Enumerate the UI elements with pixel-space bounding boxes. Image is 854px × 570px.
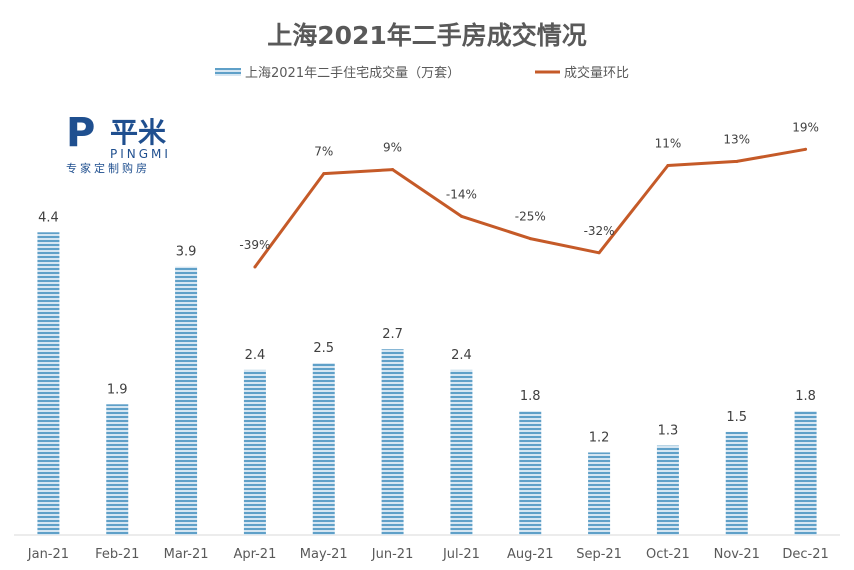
bar-value-label: 1.5 <box>726 410 747 425</box>
line-point <box>528 237 532 241</box>
bar-value-label: 1.9 <box>107 382 128 397</box>
bar-value-label: 1.8 <box>795 389 816 404</box>
bar-value-label: 2.5 <box>313 341 334 356</box>
bar-value-label: 1.2 <box>589 430 610 445</box>
line-value-label: 7% <box>314 145 333 159</box>
x-tick-label: Dec-21 <box>782 547 828 562</box>
line-value-label: 13% <box>723 132 750 146</box>
bar <box>37 232 60 535</box>
bar-value-label: 2.4 <box>245 348 266 363</box>
bar <box>725 431 748 535</box>
line-path <box>253 147 806 268</box>
x-tick-label: Sep-21 <box>576 547 622 562</box>
bar-value-label: 1.8 <box>520 389 541 404</box>
bar <box>794 411 817 535</box>
bar-series <box>37 232 817 535</box>
x-tick-label: Aug-21 <box>507 547 554 562</box>
bar <box>175 266 198 535</box>
bar-value-label: 2.7 <box>382 327 403 342</box>
line-point <box>322 172 326 176</box>
bar <box>450 369 473 535</box>
line-value-label: -25% <box>515 210 546 224</box>
x-tick-label: Jun-21 <box>371 547 414 562</box>
x-tick-label: Mar-21 <box>164 547 209 562</box>
bar <box>381 349 404 535</box>
line-value-label: -32% <box>584 224 615 238</box>
x-tick-label: Jul-21 <box>442 547 480 562</box>
bar <box>656 445 679 535</box>
line-value-label: 19% <box>792 120 819 134</box>
x-tick-label: Apr-21 <box>233 547 276 562</box>
legend-bar-swatch <box>215 68 241 76</box>
line-point <box>735 159 739 163</box>
line-value-label: -14% <box>446 187 477 201</box>
bar-value-label: 2.4 <box>451 348 472 363</box>
x-tick-label: Feb-21 <box>95 547 139 562</box>
line-point <box>253 265 257 269</box>
x-tick-label: May-21 <box>300 547 348 562</box>
legend-line-label: 成交量环比 <box>564 65 629 81</box>
line-value-label: -39% <box>239 238 270 252</box>
line-value-label: 9% <box>383 141 402 155</box>
line-point <box>666 164 670 167</box>
line-series <box>253 147 808 269</box>
x-tick-label: Nov-21 <box>714 547 760 562</box>
x-tick-label: Jan-21 <box>27 547 69 562</box>
logo-name: 平米 <box>110 116 166 149</box>
line-point <box>804 147 808 151</box>
bar <box>519 411 542 535</box>
chart-title: 上海2021年二手房成交情况 <box>267 21 587 50</box>
bar-value-label: 3.9 <box>176 245 197 260</box>
logo-slogan: 专家定制购房 <box>66 161 150 175</box>
line-point <box>459 214 463 218</box>
bar-labels: 4.4 1.9 3.9 2.4 2.5 2.7 2.4 1.8 1.2 1.3 1.5 1.8 <box>38 210 816 445</box>
line-labels: -39% 7% 9% -14% -25% -32% 11% 13% 19% <box>239 120 819 252</box>
logo-mark: P <box>66 110 95 156</box>
line-point <box>391 168 395 172</box>
bar <box>588 452 611 535</box>
logo-latin: PINGMI <box>110 147 171 161</box>
line-point <box>597 251 601 255</box>
line-value-label: 11% <box>655 137 682 151</box>
bar-value-label: 1.3 <box>658 424 679 439</box>
bar <box>106 404 129 535</box>
bar <box>243 369 266 535</box>
legend: 上海2021年二手住宅成交量（万套） 成交量环比 <box>215 65 629 81</box>
legend-bar-label: 上海2021年二手住宅成交量（万套） <box>245 65 460 81</box>
x-tick-label: Oct-21 <box>646 547 690 562</box>
bar <box>312 363 335 535</box>
x-tick-labels: Jan-21 Feb-21 Mar-21 Apr-21 May-21 Jun-21 Jul-… <box>27 547 829 562</box>
brand-logo: P 平米 PINGMI 专家定制购房 <box>66 110 171 175</box>
bar-value-label: 4.4 <box>38 210 59 225</box>
